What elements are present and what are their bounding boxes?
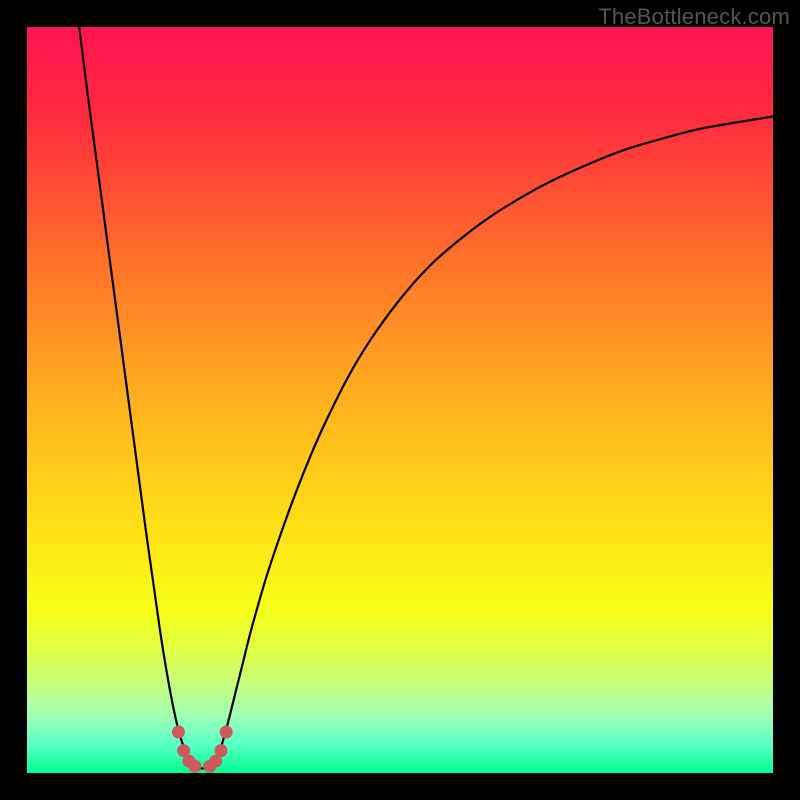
highlight-dot [220, 725, 233, 738]
watermark-label: TheBottleneck.com [598, 4, 790, 30]
chart-stage: TheBottleneck.com [0, 0, 800, 800]
highlight-dot [214, 744, 227, 757]
highlight-dot [188, 760, 201, 773]
bottleneck-chart [0, 0, 800, 800]
highlight-dot [172, 725, 185, 738]
